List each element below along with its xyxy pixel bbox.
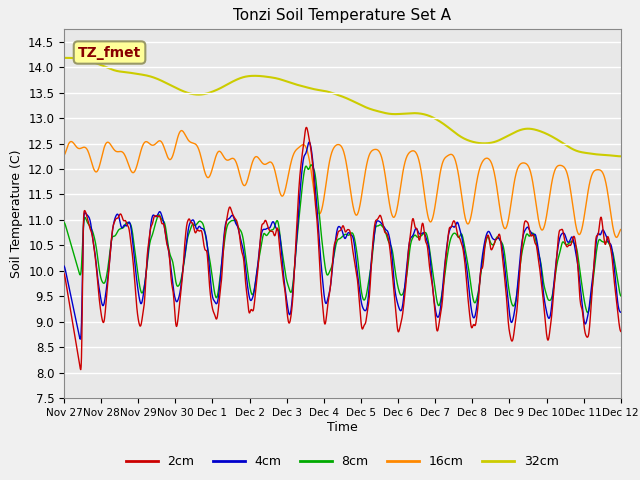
Y-axis label: Soil Temperature (C): Soil Temperature (C): [10, 149, 22, 278]
X-axis label: Time: Time: [327, 421, 358, 434]
Text: TZ_fmet: TZ_fmet: [78, 46, 141, 60]
Legend: 2cm, 4cm, 8cm, 16cm, 32cm: 2cm, 4cm, 8cm, 16cm, 32cm: [122, 450, 563, 473]
Title: Tonzi Soil Temperature Set A: Tonzi Soil Temperature Set A: [234, 9, 451, 24]
